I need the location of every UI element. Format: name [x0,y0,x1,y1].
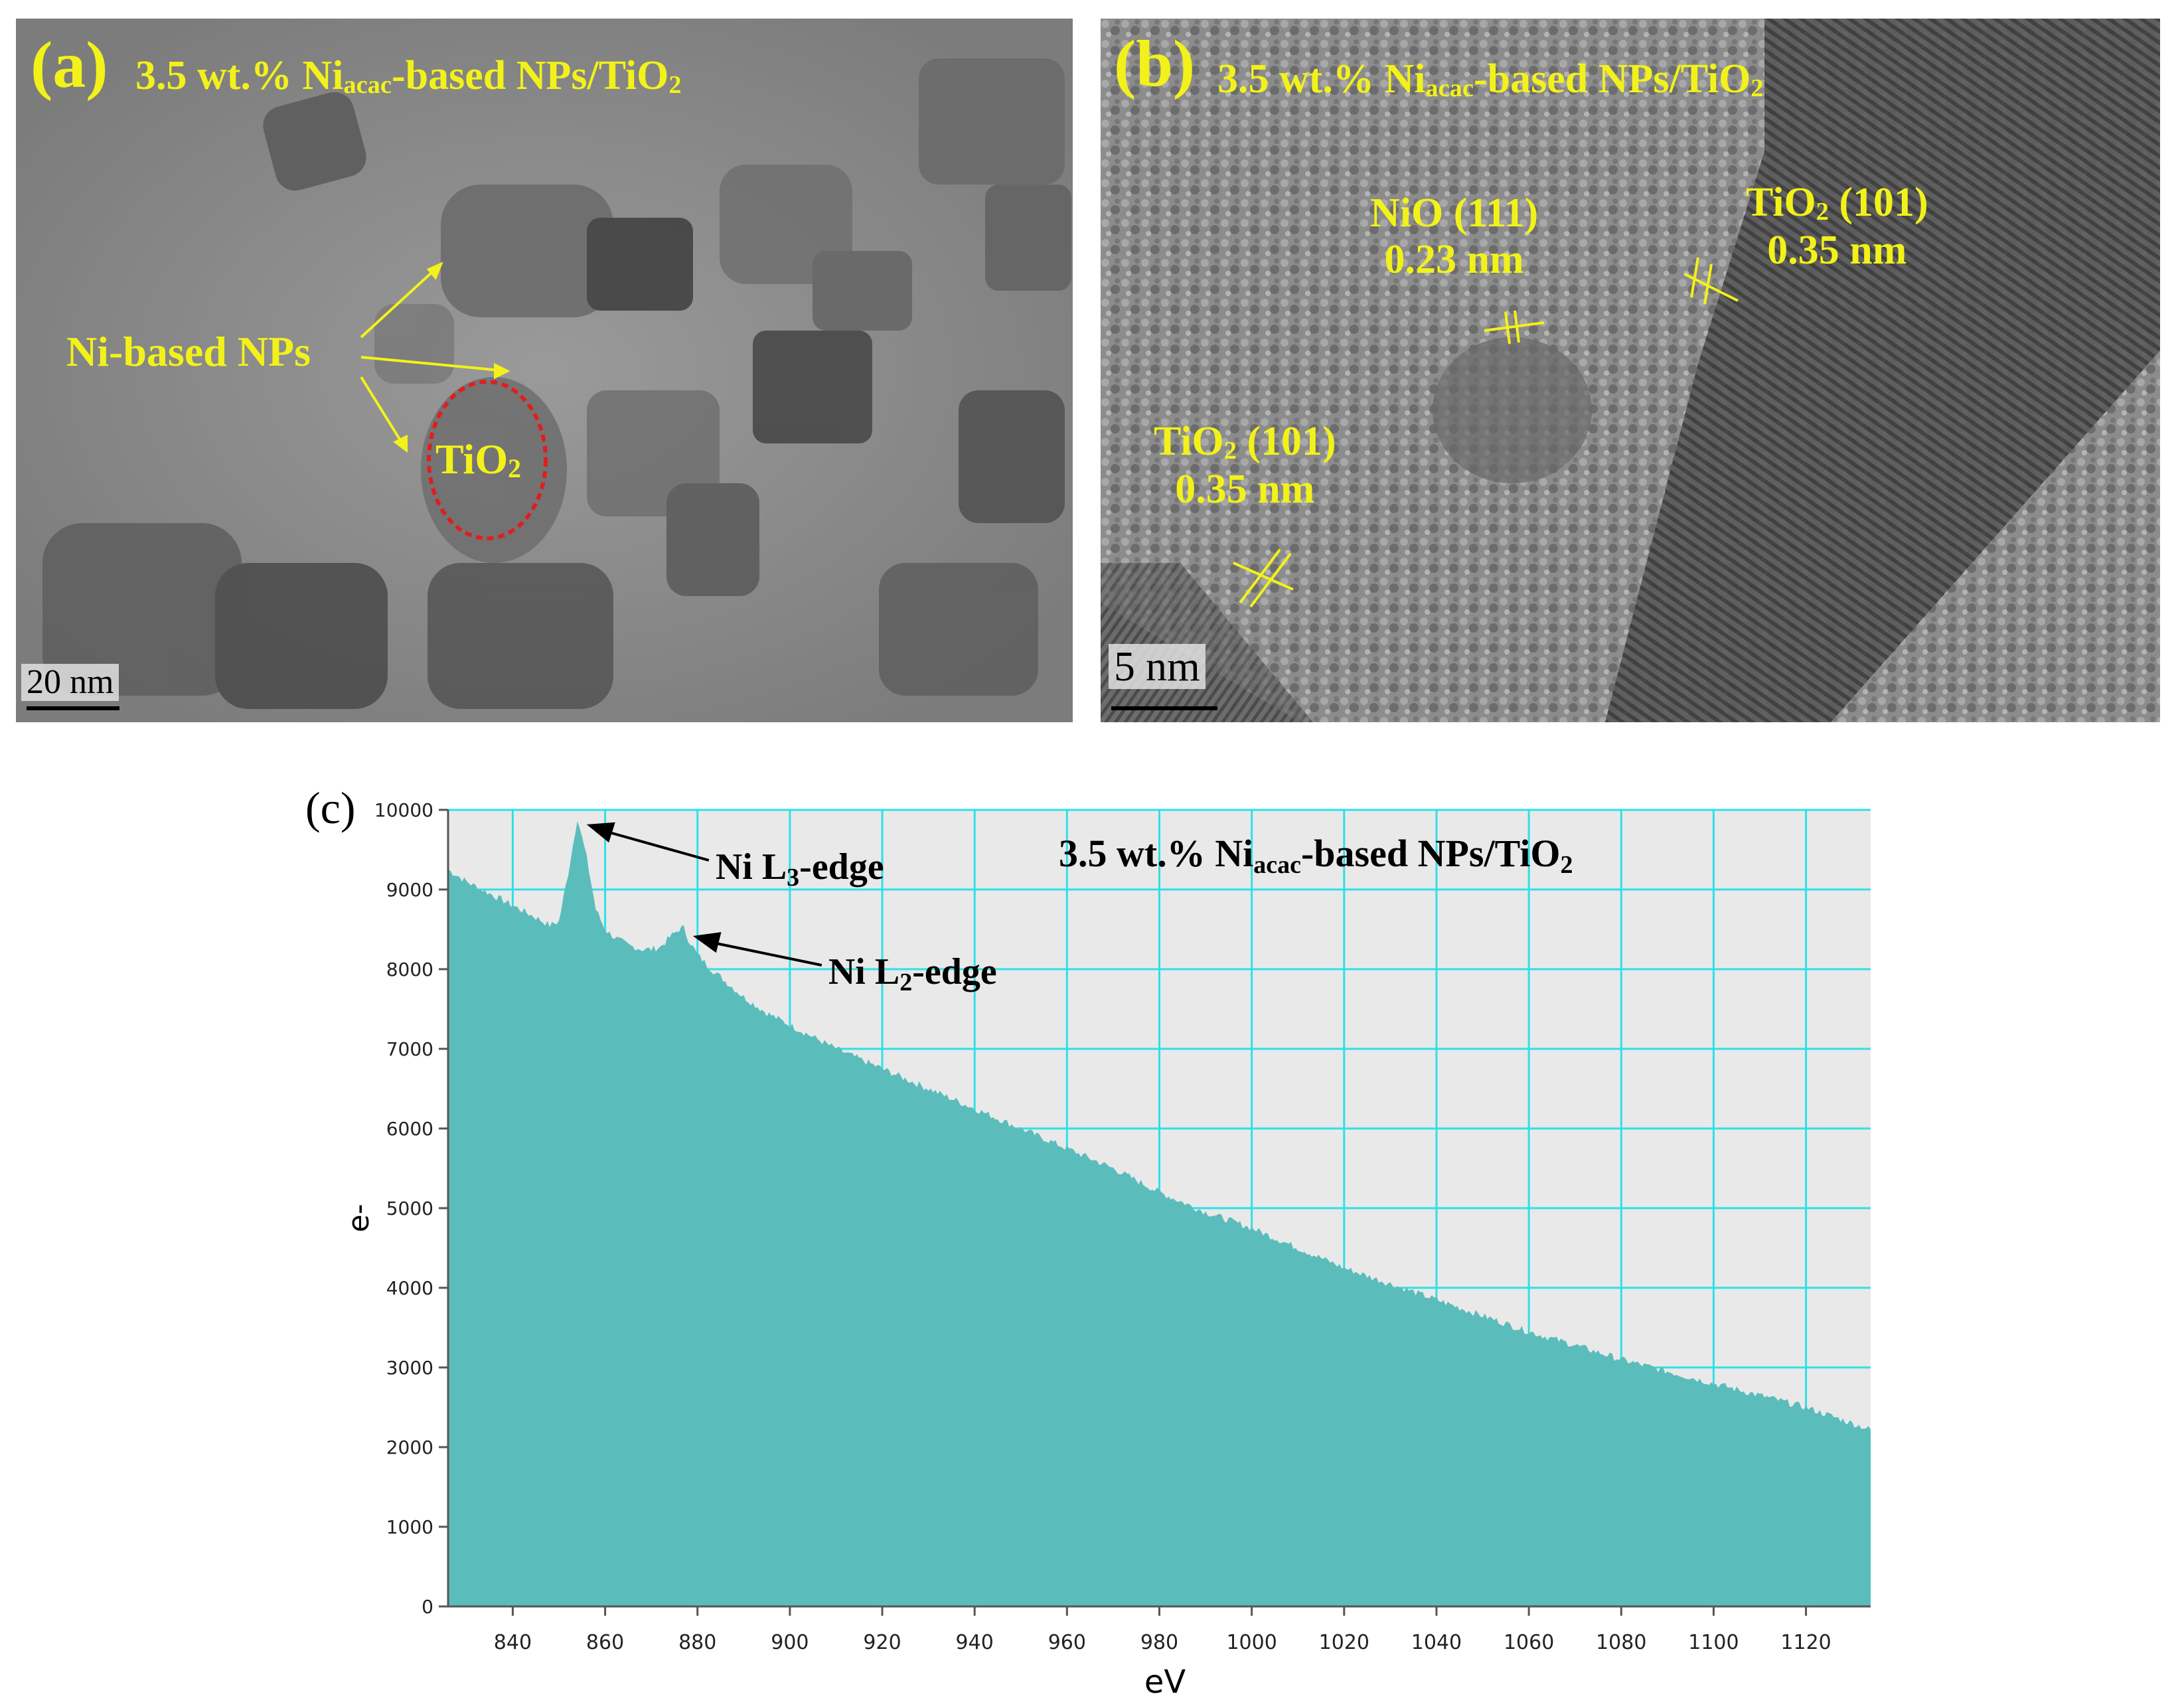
y-tick-label-2: 2000 [386,1436,433,1458]
y-tick-label-8: 8000 [386,959,433,980]
x-tick-label-12: 1080 [1596,1631,1646,1654]
y-tick-label-9: 9000 [386,879,433,901]
annotation-label-1: Ni L2-edge [828,951,997,996]
tem-particles-a [16,19,1073,722]
chart-title: 3.5 wt.% Niacac-based NPs/TiO2 [1059,832,1573,879]
x-tick-label-9: 1020 [1319,1631,1369,1654]
ni-based-nps-label: Ni-based NPs [66,328,311,375]
x-tick-label-6: 960 [1048,1631,1086,1654]
annotation-arrow-0 [599,828,710,862]
y-tick-label-6: 6000 [386,1118,433,1140]
eels-spectrum-chart: 840 860 880 900 920 940 960 980 1000 1020 1040 1060… [305,783,1871,1701]
x-tick-label-4: 920 [863,1631,901,1654]
y-tick-label-5: 5000 [386,1198,433,1219]
hrtem-image-panel-b: (b) 3.5 wt.% Niacac-based NPs/TiO2 NiO (… [1101,19,2160,722]
x-tick-label-8: 1000 [1226,1631,1277,1654]
x-tick-labels: 840 860 880 900 920 940 960 980 1000 1020 1040 1060… [494,1606,1831,1654]
tio2-highlight-ellipse [427,380,548,540]
x-tick-label-11: 1060 [1504,1631,1554,1654]
annotation-arrowhead-0 [586,822,615,843]
peak-annotations: Ni L3-edge Ni L2-edge [586,822,997,996]
y-tick-label-3: 3000 [386,1357,433,1379]
scale-bar-a [27,706,119,710]
x-tick-label-3: 900 [771,1631,809,1654]
annotation-arrow-1 [706,940,822,967]
x-tick-label-13: 1100 [1688,1631,1739,1654]
scale-bar-b [1111,706,1217,710]
y-tick-label-1: 1000 [386,1516,433,1538]
panel-b-letter: (b) [1114,27,1196,100]
scale-bar-label-b: 5 nm [1109,644,1205,689]
scale-bar-label-a: 20 nm [21,664,119,701]
x-tick-label-5: 940 [956,1631,994,1654]
y-axis-label: e- [342,1204,376,1233]
y-tick-label-0: 0 [422,1596,433,1618]
annotation-label-0: Ni L3-edge [716,846,884,892]
x-tick-label-10: 1040 [1411,1631,1462,1654]
panel-b-title: 3.5 wt.% Niacac-based NPs/TiO2 [1217,56,1764,102]
tem-image-panel-a: (a) 3.5 wt.% Niacac-based NPs/TiO2 Ni-ba… [16,19,1073,722]
y-tick-label-4: 4000 [386,1277,433,1299]
nio-111-label: NiO (111) 0.23 nm [1370,191,1539,282]
panel-a-title: 3.5 wt.% Niacac-based NPs/TiO2 [135,53,682,99]
x-tick-label-2: 880 [678,1631,716,1654]
x-tick-label-1: 860 [586,1631,624,1654]
x-tick-label-0: 840 [494,1631,532,1654]
panel-a-letter: (a) [31,28,108,102]
tio2-101-left-label: TiO2 (101) 0.35 nm [1154,419,1336,512]
tio2-label: TiO2 [435,435,521,483]
y-tick-label-7: 7000 [386,1038,433,1060]
y-tick-labels: 0 1000 2000 3000 4000 5000 6000 7000 8000 9000 100… [374,799,448,1618]
spectrum-area [448,820,1871,1606]
panel-c-letter: (c) [305,783,355,833]
y-tick-label-10: 10000 [374,799,433,821]
annotation-arrowhead-1 [692,932,722,953]
x-tick-label-14: 1120 [1780,1631,1831,1654]
tio2-101-right-label: TiO2 (101) 0.35 nm [1746,180,1928,273]
x-axis-label: eV [1144,1664,1186,1701]
hrtem-lattice-b [1101,19,2160,722]
x-tick-label-7: 980 [1140,1631,1178,1654]
